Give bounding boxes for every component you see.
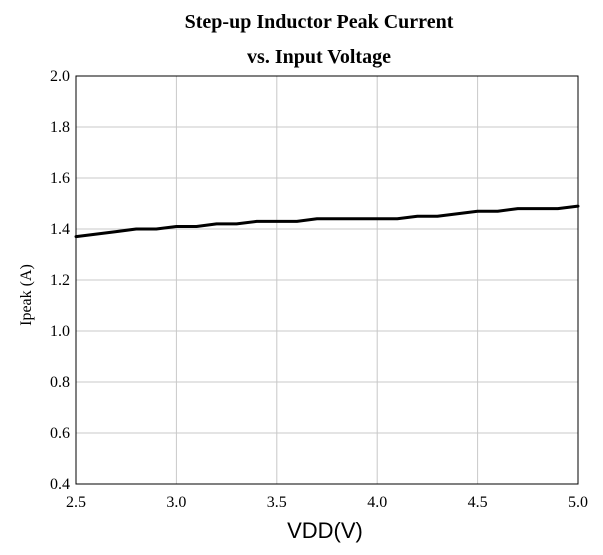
y-tick-label: 0.8 — [50, 374, 70, 391]
x-tick-label: 4.0 — [367, 494, 387, 511]
gridlines — [76, 76, 578, 484]
y-tick-label: 2.0 — [50, 68, 70, 85]
y-tick-label: 1.8 — [50, 119, 70, 136]
y-tick-labels: 0.4 0.6 0.8 1.0 1.2 1.4 1.6 1.8 2.0 — [50, 68, 70, 493]
x-tick-label: 3.5 — [267, 494, 287, 511]
x-tick-label: 5.0 — [568, 494, 588, 511]
series-line — [74, 204, 580, 239]
chart-title-line-1: Step-up Inductor Peak Current — [185, 11, 454, 33]
x-tick-label: 2.5 — [66, 494, 86, 511]
series-layer — [74, 204, 580, 239]
y-axis-label: Ipeak (A) — [18, 264, 35, 326]
y-tick-label: 1.4 — [50, 221, 70, 238]
y-tick-label: 1.2 — [50, 272, 70, 289]
plot-area-frame — [75, 75, 579, 485]
y-tick-label: 0.6 — [50, 425, 70, 442]
chart-title-line-2: vs. Input Voltage — [247, 46, 391, 68]
y-tick-label: 1.6 — [50, 170, 70, 187]
x-tick-label: 3.0 — [166, 494, 186, 511]
y-tick-label: 1.0 — [50, 323, 70, 340]
x-tick-label: 4.5 — [468, 494, 488, 511]
y-tick-label: 0.4 — [50, 476, 70, 493]
x-tick-labels: 2.5 3.0 3.5 4.0 4.5 5.0 — [66, 494, 588, 511]
x-axis-label: VDD(V) — [287, 518, 363, 543]
